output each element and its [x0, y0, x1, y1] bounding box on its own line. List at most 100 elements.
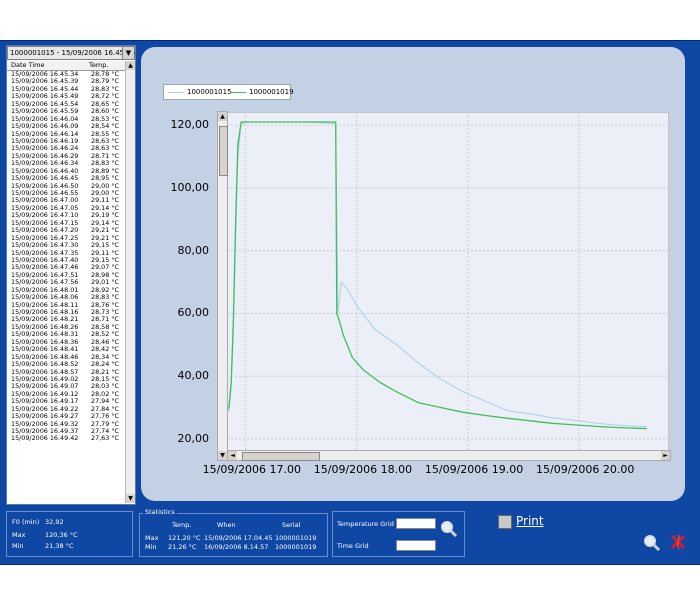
row-datetime: 15/09/2006 16.47.51: [11, 270, 79, 279]
table-row[interactable]: 15/09/2006 16.46.14 28,55 °C: [7, 129, 125, 138]
table-row[interactable]: 15/09/2006 16.48.01 28,92 °C: [7, 285, 125, 294]
column-header-datetime[interactable]: Date Time: [11, 61, 45, 69]
scroll-thumb[interactable]: [219, 126, 228, 176]
chart-horizontal-scrollbar[interactable]: ◄ ►: [227, 450, 671, 461]
stats-min-serial: 1000001019: [275, 543, 317, 551]
table-row[interactable]: 15/09/2006 16.46.29 28,71 °C: [7, 152, 125, 160]
row-temp: 28,83 °C: [91, 84, 119, 93]
table-row[interactable]: 15/09/2006 16.46.34 28,83 °C: [7, 159, 125, 168]
row-datetime: 15/09/2006 16.48.16: [11, 308, 79, 316]
row-datetime: 15/09/2006 16.47.00: [11, 196, 79, 205]
table-row[interactable]: 15/09/2006 16.47.30 29,15 °C: [7, 241, 125, 249]
stats-max-when: 15/09/2006 17.04.45: [204, 534, 273, 542]
zoom-icon[interactable]: [643, 534, 661, 552]
print-button[interactable]: Print: [498, 513, 544, 529]
row-temp: 28,21 °C: [91, 367, 119, 376]
time-grid-input[interactable]: [396, 540, 436, 551]
table-row[interactable]: 15/09/2006 16.47.56 29,01 °C: [7, 278, 125, 286]
table-row[interactable]: 15/09/2006 16.48.36 28,46 °C: [7, 337, 125, 346]
scroll-up-icon[interactable]: ▲: [218, 112, 227, 121]
scroll-right-icon[interactable]: ►: [661, 451, 670, 460]
table-row[interactable]: 15/09/2006 16.49.42 27,63 °C: [7, 434, 125, 443]
table-row[interactable]: 15/09/2006 16.46.04 28,53 °C: [7, 115, 125, 123]
table-row[interactable]: 15/09/2006 16.45.34 28,78 °C: [7, 71, 125, 78]
row-datetime: 15/09/2006 16.49.02: [11, 374, 79, 383]
row-temp: 29,21 °C: [91, 226, 119, 235]
table-row[interactable]: 15/09/2006 16.49.12 28,02 °C: [7, 390, 125, 398]
stats-min-label: Min: [145, 543, 157, 551]
table-row[interactable]: 15/09/2006 16.47.15 29,14 °C: [7, 219, 125, 227]
table-row[interactable]: 15/09/2006 16.46.09 28,54 °C: [7, 122, 125, 130]
table-row[interactable]: 15/09/2006 16.46.55 29,00 °C: [7, 189, 125, 197]
table-row[interactable]: 15/09/2006 16.49.07 28,03 °C: [7, 382, 125, 390]
row-datetime: 15/09/2006 16.48.46: [11, 352, 79, 361]
table-row[interactable]: 15/09/2006 16.46.50 29,00 °C: [7, 182, 125, 190]
table-row[interactable]: 15/09/2006 16.49.37 27,74 °C: [7, 427, 125, 435]
y-tick-label: 80,00: [177, 243, 210, 257]
row-datetime: 15/09/2006 16.48.06: [11, 293, 79, 302]
table-row[interactable]: 15/09/2006 16.45.49 28,72 °C: [7, 92, 125, 100]
row-temp: 28,83 °C: [91, 159, 119, 168]
dataset-selector[interactable]: 1000001015 - 15/09/2006 16.45.34 ▼: [7, 46, 135, 60]
exit-icon[interactable]: [669, 533, 687, 551]
table-scrollbar[interactable]: ▲ ▼: [125, 61, 135, 503]
row-datetime: 15/09/2006 16.47.20: [11, 226, 79, 235]
table-row[interactable]: 15/09/2006 16.48.46 28,34 °C: [7, 352, 125, 361]
table-row[interactable]: 15/09/2006 16.49.02 28,15 °C: [7, 374, 125, 383]
table-row[interactable]: 15/09/2006 16.45.59 28,60 °C: [7, 107, 125, 115]
table-row[interactable]: 15/09/2006 16.46.40 28,89 °C: [7, 167, 125, 175]
row-datetime: 15/09/2006 16.47.25: [11, 233, 79, 242]
table-row[interactable]: 15/09/2006 16.48.06 28,83 °C: [7, 293, 125, 302]
table-row[interactable]: 15/09/2006 16.48.21 28,71 °C: [7, 315, 125, 324]
table-row[interactable]: 15/09/2006 16.46.19 28,63 °C: [7, 136, 125, 145]
row-datetime: 15/09/2006 16.46.14: [11, 129, 79, 138]
chart-vertical-scrollbar[interactable]: ▲ ▼: [217, 111, 228, 461]
scroll-up-icon[interactable]: ▲: [126, 61, 135, 70]
row-temp: 28,71 °C: [91, 315, 119, 324]
table-row[interactable]: 15/09/2006 16.46.45 28,95 °C: [7, 174, 125, 182]
table-row[interactable]: 15/09/2006 16.49.17 27,94 °C: [7, 397, 125, 405]
table-row[interactable]: 15/09/2006 16.49.32 27,79 °C: [7, 420, 125, 428]
table-row[interactable]: 15/09/2006 16.46.24 28,63 °C: [7, 144, 125, 152]
dataset-selector-value: 1000001015 - 15/09/2006 16.45.34: [10, 49, 136, 57]
scroll-left-icon[interactable]: ◄: [228, 451, 237, 460]
column-header-temp[interactable]: Temp.: [89, 61, 109, 69]
row-datetime: 15/09/2006 16.48.01: [11, 285, 79, 294]
series-line-1000001019: [219, 121, 647, 430]
table-row[interactable]: 15/09/2006 16.48.11 28,76 °C: [7, 301, 125, 309]
table-row[interactable]: 15/09/2006 16.47.25 29,21 °C: [7, 233, 125, 242]
table-row[interactable]: 15/09/2006 16.45.44 28,83 °C: [7, 84, 125, 93]
table-row[interactable]: 15/09/2006 16.48.41 28,42 °C: [7, 345, 125, 353]
table-row[interactable]: 15/09/2006 16.47.46 29,07 °C: [7, 263, 125, 271]
stats-min-temp: 21,26 °C: [168, 543, 197, 551]
temperature-grid-input[interactable]: [396, 518, 436, 529]
scroll-thumb[interactable]: [242, 452, 320, 461]
table-row[interactable]: 15/09/2006 16.49.27 27,76 °C: [7, 412, 125, 420]
table-row[interactable]: 15/09/2006 16.47.35 29,11 °C: [7, 249, 125, 257]
table-row[interactable]: 15/09/2006 16.47.05 29,14 °C: [7, 204, 125, 212]
table-row[interactable]: 15/09/2006 16.47.10 29,19 °C: [7, 211, 125, 219]
scroll-down-icon[interactable]: ▼: [218, 451, 227, 460]
row-datetime: 15/09/2006 16.46.19: [11, 136, 79, 145]
table-row[interactable]: 15/09/2006 16.48.52 28,24 °C: [7, 360, 125, 368]
table-row[interactable]: 15/09/2006 16.47.40 29,15 °C: [7, 256, 125, 264]
table-row[interactable]: 15/09/2006 16.45.54 28,65 °C: [7, 100, 125, 108]
table-row[interactable]: 15/09/2006 16.47.20 29,21 °C: [7, 226, 125, 235]
row-temp: 29,21 °C: [91, 233, 119, 242]
table-row[interactable]: 15/09/2006 16.48.31 28,52 °C: [7, 330, 125, 339]
magnifier-icon[interactable]: [440, 520, 458, 538]
table-row[interactable]: 15/09/2006 16.47.51 28,98 °C: [7, 270, 125, 279]
table-row[interactable]: 15/09/2006 16.49.22 27,84 °C: [7, 405, 125, 413]
table-row[interactable]: 15/09/2006 16.48.57 28,21 °C: [7, 367, 125, 376]
scroll-down-icon[interactable]: ▼: [126, 494, 135, 503]
table-row[interactable]: 15/09/2006 16.45.39 28,79 °C: [7, 77, 125, 85]
y-tick-label: 100,00: [170, 180, 210, 194]
table-row[interactable]: 15/09/2006 16.47.00 29,11 °C: [7, 196, 125, 205]
f0-value: 32,92: [45, 518, 64, 526]
table-row[interactable]: 15/09/2006 16.48.16 28,73 °C: [7, 308, 125, 316]
row-datetime: 15/09/2006 16.48.31: [11, 330, 79, 339]
row-datetime: 15/09/2006 16.48.36: [11, 337, 79, 346]
table-row[interactable]: 15/09/2006 16.48.26 28,58 °C: [7, 323, 125, 331]
row-datetime: 15/09/2006 16.49.42: [11, 434, 79, 443]
chevron-down-icon[interactable]: ▼: [122, 47, 134, 59]
